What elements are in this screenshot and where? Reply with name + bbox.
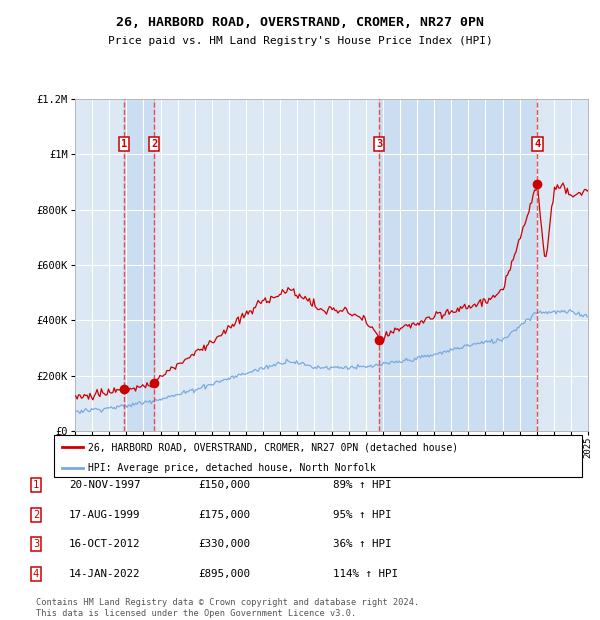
Text: 114% ↑ HPI: 114% ↑ HPI [333, 569, 398, 579]
Text: Price paid vs. HM Land Registry's House Price Index (HPI): Price paid vs. HM Land Registry's House … [107, 36, 493, 46]
Text: 4: 4 [534, 139, 541, 149]
Text: £175,000: £175,000 [198, 510, 250, 520]
Text: 17-AUG-1999: 17-AUG-1999 [69, 510, 140, 520]
Text: 3: 3 [376, 139, 382, 149]
Text: HPI: Average price, detached house, North Norfolk: HPI: Average price, detached house, Nort… [88, 463, 376, 473]
Text: 36% ↑ HPI: 36% ↑ HPI [333, 539, 392, 549]
Text: 3: 3 [33, 539, 39, 549]
Text: 1: 1 [121, 139, 127, 149]
Text: £330,000: £330,000 [198, 539, 250, 549]
Text: 89% ↑ HPI: 89% ↑ HPI [333, 480, 392, 490]
Text: 4: 4 [33, 569, 39, 579]
Bar [379, 99, 538, 431]
Text: 95% ↑ HPI: 95% ↑ HPI [333, 510, 392, 520]
Text: £895,000: £895,000 [198, 569, 250, 579]
Text: 1: 1 [33, 480, 39, 490]
Text: £150,000: £150,000 [198, 480, 250, 490]
Text: 2: 2 [151, 139, 157, 149]
Text: 20-NOV-1997: 20-NOV-1997 [69, 480, 140, 490]
Bar [124, 99, 154, 431]
Text: 26, HARBORD ROAD, OVERSTRAND, CROMER, NR27 0PN (detached house): 26, HARBORD ROAD, OVERSTRAND, CROMER, NR… [88, 442, 458, 452]
Text: 2: 2 [33, 510, 39, 520]
Text: Contains HM Land Registry data © Crown copyright and database right 2024.
This d: Contains HM Land Registry data © Crown c… [36, 598, 419, 618]
Text: 14-JAN-2022: 14-JAN-2022 [69, 569, 140, 579]
Text: 26, HARBORD ROAD, OVERSTRAND, CROMER, NR27 0PN: 26, HARBORD ROAD, OVERSTRAND, CROMER, NR… [116, 16, 484, 29]
Text: 16-OCT-2012: 16-OCT-2012 [69, 539, 140, 549]
